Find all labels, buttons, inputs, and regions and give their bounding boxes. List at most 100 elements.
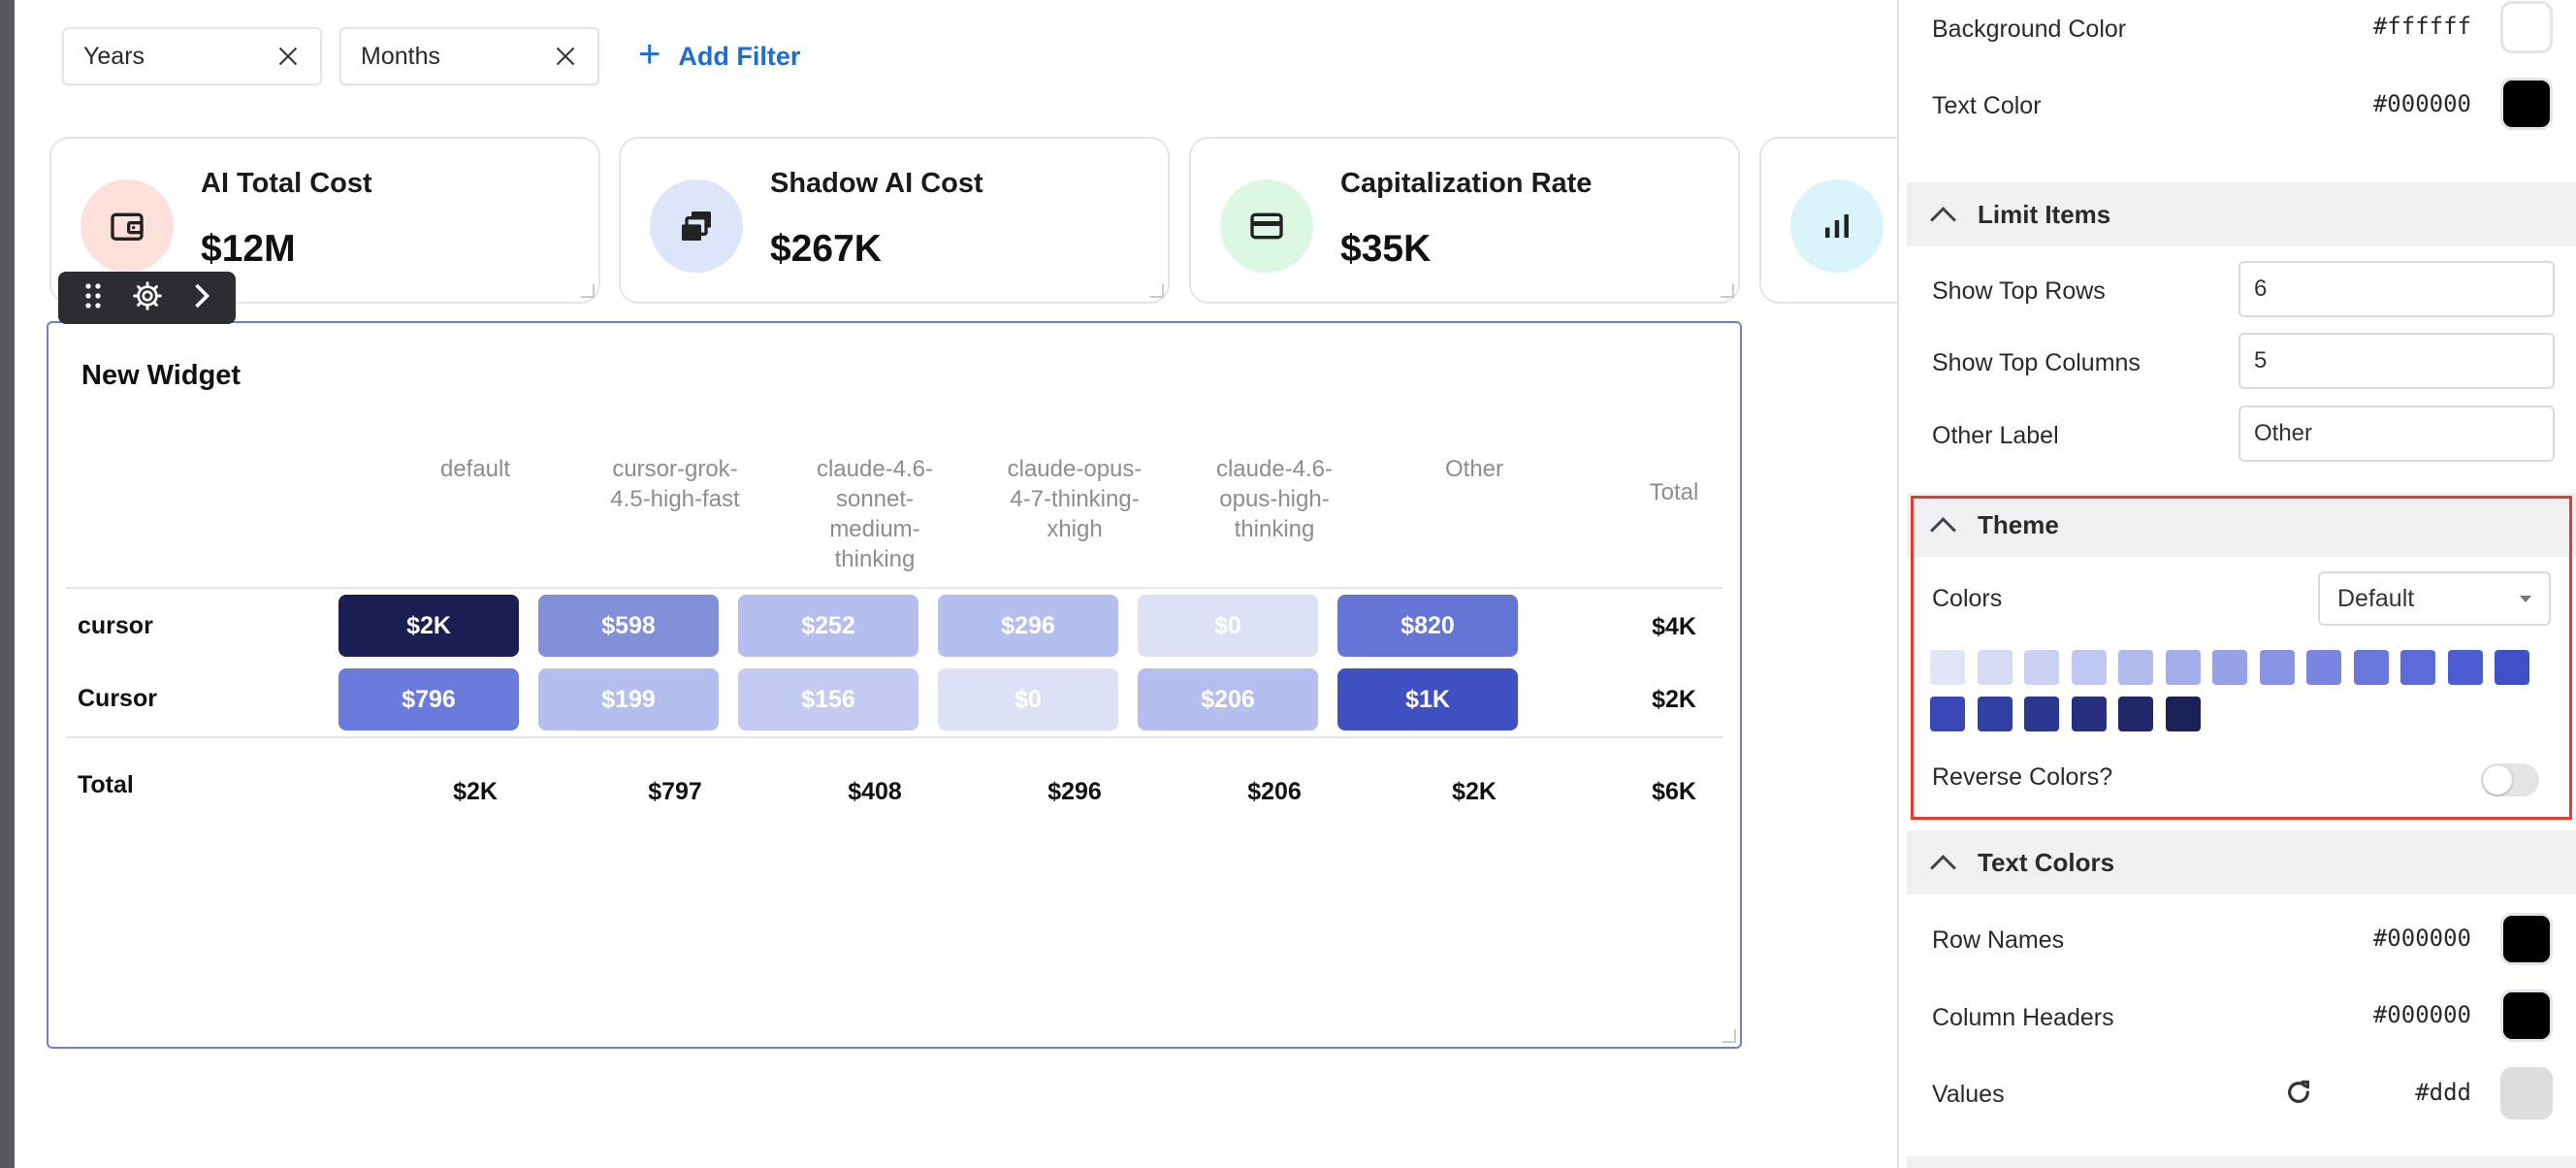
column-headers-swatch[interactable] [2500,990,2553,1042]
palette-swatch [2024,650,2059,685]
resize-handle[interactable] [1721,284,1734,298]
heatmap-cell[interactable]: $796 [338,668,519,730]
row-names-label: Row Names [1932,926,2065,954]
column-headers-hex: #000000 [2372,1001,2471,1028]
heatmap-cell[interactable]: $199 [538,668,719,730]
resize-handle[interactable] [581,284,595,298]
theme-section-header[interactable]: Theme [1907,493,2576,557]
kpi-value: $12M [201,228,296,270]
column-headers-label: Column Headers [1932,1004,2114,1031]
divider [66,736,1723,738]
palette-swatch [2071,650,2107,685]
kpi-value: $267K [770,228,882,270]
column-header: claude-4.6- sonnet- medium- thinking [816,456,934,572]
heatmap-cell[interactable]: $296 [938,595,1118,657]
close-icon[interactable] [555,46,576,67]
layers-icon [650,179,743,273]
other-label-input[interactable]: Other [2238,406,2555,462]
other-label-label: Other Label [1932,422,2059,449]
refresh-icon[interactable] [2283,1077,2314,1113]
heatmap-cell[interactable]: $598 [538,595,719,657]
filter-bar: Years Months + Add Filter [62,26,800,86]
chevron-up-icon [1930,854,1956,881]
show-top-columns-label: Show Top Columns [1932,349,2141,376]
palette-swatch [2400,650,2435,685]
add-filter-label: Add Filter [678,41,801,71]
divider [66,587,1723,589]
palette-swatch [2259,650,2295,685]
palette-swatch [1977,697,2012,731]
heatmap-cell[interactable]: $820 [1337,595,1518,657]
resize-handle[interactable] [1150,284,1164,298]
text-color-label: Text Color [1932,92,2042,119]
window-edge [0,0,15,1168]
heatmap-cell[interactable]: $0 [1138,595,1318,657]
show-top-rows-label: Show Top Rows [1932,277,2106,305]
filter-chip-years[interactable]: Years [62,27,322,85]
heatmap-cell[interactable]: $252 [738,595,918,657]
show-top-rows-input[interactable]: 6 [2238,261,2555,317]
show-top-columns-input[interactable]: 5 [2238,333,2555,389]
background-color-swatch[interactable] [2500,1,2553,53]
palette-swatch [1930,697,1965,731]
filter-chip-months[interactable]: Months [339,27,599,85]
column-header: claude-4.6- opus-high- thinking [1215,456,1334,542]
values-hex: #ddd [2415,1079,2471,1106]
palette-swatch [1930,650,1965,685]
heatmap-cell[interactable]: $1K [1337,668,1518,730]
heatmap-cell[interactable]: $0 [938,668,1118,730]
drag-handle-icon[interactable] [82,281,104,315]
reverse-colors-label: Reverse Colors? [1932,763,2113,791]
palette-swatch [2165,697,2201,731]
palette-swatch [2212,650,2247,685]
column-total: $2K [453,778,498,805]
heatmap-cell[interactable]: $206 [1138,668,1318,730]
row-name-total: Total [78,771,134,798]
close-icon[interactable] [277,46,299,67]
widget-toolbar [58,272,236,324]
theme-highlight-box [1911,496,2572,820]
filter-chip-label: Months [361,42,440,70]
row-name: cursor [78,612,153,639]
palette-swatch [2071,697,2107,731]
column-total: $2K [1452,778,1497,805]
row-names-swatch[interactable] [2500,913,2553,965]
reverse-colors-toggle[interactable] [2481,763,2539,796]
resize-handle[interactable] [1723,1029,1736,1043]
background-color-label: Background Color [1932,16,2127,43]
colors-label: Colors [1932,585,2003,612]
gear-icon[interactable] [132,280,163,316]
palette-swatch [2306,650,2341,685]
values-swatch[interactable] [2500,1067,2553,1119]
limit-items-section-header[interactable]: Limit Items [1907,182,2576,246]
palette-swatch [2118,697,2153,731]
grand-total: $6K [1652,778,1696,805]
column-total: $296 [1047,778,1102,805]
palette-swatch [2447,650,2483,685]
kpi-label: Shadow AI Cost [770,168,983,199]
column-header: Other [1444,456,1504,482]
text-colors-section-header[interactable]: Text Colors [1907,830,2576,894]
chevron-up-icon [1930,206,1956,233]
column-header: default [439,456,511,482]
settings-panel: Background Color #ffffff Text Color #000… [1897,0,2576,1168]
column-header: claude-opus- 4-7-thinking- xhigh [1007,456,1143,542]
heatmap-widget[interactable]: New Widget default cursor-grok- 4.5-high… [47,321,1742,1049]
heatmap-cell[interactable]: $156 [738,668,918,730]
palette-swatch [2165,650,2201,685]
row-total: $4K [1652,613,1696,640]
column-total: $797 [648,778,702,805]
colors-select[interactable]: Default [2318,571,2551,626]
column-header: cursor-grok- 4.5-high-fast [610,456,740,512]
bar-chart-icon [1790,179,1884,273]
text-color-swatch[interactable] [2500,78,2553,130]
row-names-hex: #000000 [2372,925,2471,952]
kpi-card-shadow-ai-cost[interactable]: Shadow AI Cost $267K [619,137,1170,304]
add-filter-button[interactable]: + Add Filter [638,35,801,74]
heatmap-cell[interactable]: $2K [338,595,519,657]
plus-icon: + [638,33,661,76]
chevron-right-icon[interactable] [191,283,212,313]
kpi-card-capitalization-rate[interactable]: Capitalization Rate $35K [1189,137,1740,304]
kpi-card-partial[interactable] [1759,137,1897,304]
row-total: $2K [1652,686,1696,713]
